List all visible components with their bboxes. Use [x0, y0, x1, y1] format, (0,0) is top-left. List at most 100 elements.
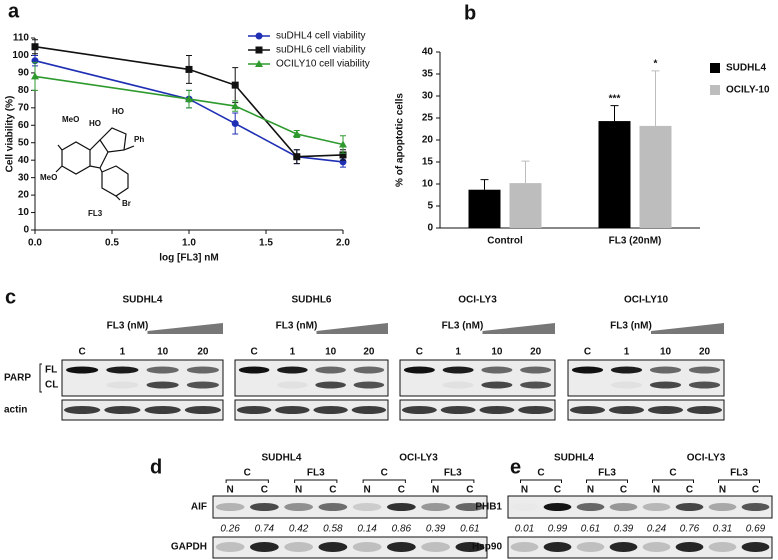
- marker: [339, 140, 347, 148]
- y-tick-label: 70: [18, 102, 30, 113]
- marker: [31, 72, 39, 80]
- structure-label: Ph: [134, 135, 144, 144]
- lane-label: 1: [455, 347, 461, 358]
- bracket: [718, 479, 760, 483]
- structure-label: MeO: [40, 173, 57, 182]
- fraction-label: N: [653, 485, 660, 496]
- band: [386, 542, 416, 552]
- bond: [57, 144, 63, 151]
- lane-label: C: [251, 347, 258, 358]
- fraction-label: C: [752, 485, 759, 496]
- row-label: GAPDH: [171, 542, 207, 553]
- band: [675, 503, 704, 511]
- panel-label: e: [510, 456, 521, 478]
- lane-label: C: [584, 347, 591, 358]
- row-label: Hsp90: [472, 542, 502, 553]
- band: [511, 503, 539, 511]
- band: [708, 542, 737, 552]
- band: [146, 366, 179, 374]
- y-tick-label: 15: [422, 157, 434, 168]
- bar: [468, 189, 501, 228]
- bond: [55, 165, 63, 173]
- bond: [115, 195, 121, 201]
- blot: [212, 536, 488, 559]
- error-bar: [651, 70, 660, 126]
- fraction-label: C: [686, 485, 693, 496]
- condition-label: C: [669, 468, 676, 479]
- quantification: 0.99: [548, 524, 568, 535]
- significance: ***: [609, 93, 621, 104]
- band: [442, 366, 474, 374]
- marker: [339, 151, 347, 159]
- treatment: FL3 (nM): [107, 321, 149, 332]
- y-tick-label: 5: [427, 201, 433, 212]
- blot: [399, 399, 556, 421]
- ring: [101, 165, 129, 197]
- band: [649, 366, 682, 374]
- error-bar: [480, 179, 489, 190]
- band: [144, 406, 181, 414]
- legend-label: suDHL4 cell viability: [276, 31, 365, 42]
- marker: [255, 60, 263, 67]
- y-tick-label: 10: [422, 179, 434, 190]
- band: [642, 503, 671, 511]
- band: [421, 503, 451, 511]
- x-tick-label: FL3 (20nM): [609, 236, 662, 247]
- lane-label: 20: [197, 347, 209, 358]
- ring: [89, 139, 109, 169]
- band: [351, 406, 387, 414]
- fraction-label: C: [620, 485, 627, 496]
- y-axis-label: % of apoptotic cells: [395, 93, 406, 187]
- lane-label: 10: [660, 347, 672, 358]
- ring: [61, 141, 91, 175]
- bracket: [294, 479, 338, 483]
- blot: [567, 359, 725, 397]
- marker: [231, 120, 239, 128]
- band: [284, 542, 314, 552]
- band: [284, 503, 314, 511]
- y-tick-label: 30: [18, 172, 30, 183]
- lane-label: C: [79, 347, 86, 358]
- wedge: [147, 323, 223, 334]
- lane-label: 10: [491, 347, 503, 358]
- band: [313, 406, 348, 414]
- x-tick-label: Control: [487, 236, 523, 247]
- y-tick-label: 90: [18, 68, 30, 79]
- band: [249, 503, 279, 511]
- x-tick-label: 0.5: [105, 238, 119, 249]
- bond: [99, 167, 103, 173]
- y-tick-label: 50: [18, 137, 30, 148]
- band: [64, 406, 101, 414]
- band: [186, 381, 219, 389]
- band: [277, 381, 308, 389]
- cell-line: SUDHL4: [122, 295, 162, 306]
- y-tick-label: 20: [18, 190, 30, 201]
- fraction-label: C: [329, 485, 336, 496]
- band: [479, 406, 515, 414]
- condition-label: FL3: [444, 468, 462, 479]
- row-label: PARP: [4, 373, 31, 384]
- lane-label: 10: [157, 347, 169, 358]
- quantification: 0.24: [647, 524, 667, 535]
- band: [609, 542, 638, 552]
- y-tick-label: 0: [427, 223, 433, 234]
- y-tick-label: 30: [422, 91, 434, 102]
- marker: [293, 153, 301, 161]
- lane-label: 1: [120, 347, 126, 358]
- y-tick-label: 25: [422, 113, 434, 124]
- legend-label: SUDHL4: [726, 63, 766, 74]
- band: [386, 503, 416, 511]
- group-label: OCI-LY3: [399, 453, 438, 464]
- band: [66, 366, 99, 374]
- y-tick-label: 10: [18, 207, 30, 218]
- band: [518, 406, 554, 414]
- quantification: 0.76: [680, 524, 700, 535]
- cell-line: SUDHL6: [291, 295, 331, 306]
- quantification: 0.61: [460, 524, 479, 535]
- fraction-label: C: [261, 485, 268, 496]
- band: [106, 366, 139, 374]
- row-label: CL: [45, 380, 58, 391]
- treatment: FL3 (nM): [276, 321, 318, 332]
- lane-label: 20: [363, 347, 375, 358]
- band: [277, 366, 308, 374]
